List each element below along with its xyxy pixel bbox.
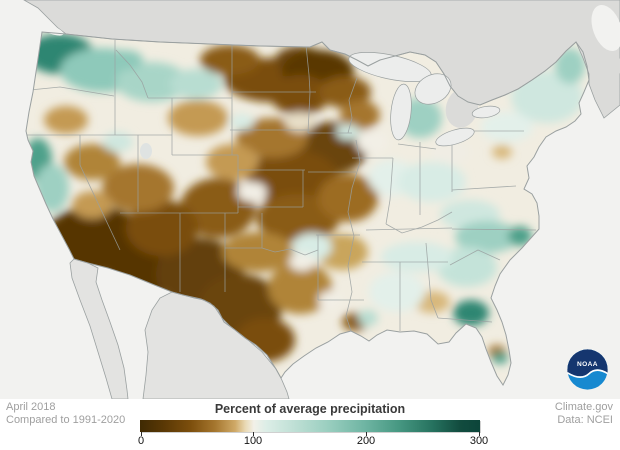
tick-mark-200 <box>366 432 367 436</box>
map-source-block: Climate.gov Data: NCEI <box>555 401 613 427</box>
tick-label-100: 100 <box>243 435 263 447</box>
legend-title: Percent of average precipitation <box>214 402 406 416</box>
noaa-logo-text: NOAA <box>577 361 598 368</box>
noaa-logo-graphic: NOAA <box>566 349 609 390</box>
noaa-logo: NOAA <box>566 349 609 390</box>
map-date-block: April 2018 Compared to 1991-2020 <box>6 401 125 427</box>
us-precipitation-map <box>0 0 620 399</box>
map-baseline-label: Compared to 1991-2020 <box>6 414 126 426</box>
tick-label-0: 0 <box>137 435 145 447</box>
tick-mark-300 <box>479 432 480 436</box>
tick-label-200: 200 <box>356 435 376 447</box>
map-date-label: April 2018 <box>6 401 56 413</box>
tick-label-300: 300 <box>469 435 489 447</box>
source-ncei: Data: NCEI <box>557 414 613 426</box>
colorbar <box>140 420 480 432</box>
map-area <box>0 0 620 399</box>
tick-mark-100 <box>253 432 254 436</box>
tick-mark-0 <box>141 432 142 436</box>
source-climate-gov: Climate.gov <box>554 401 613 413</box>
